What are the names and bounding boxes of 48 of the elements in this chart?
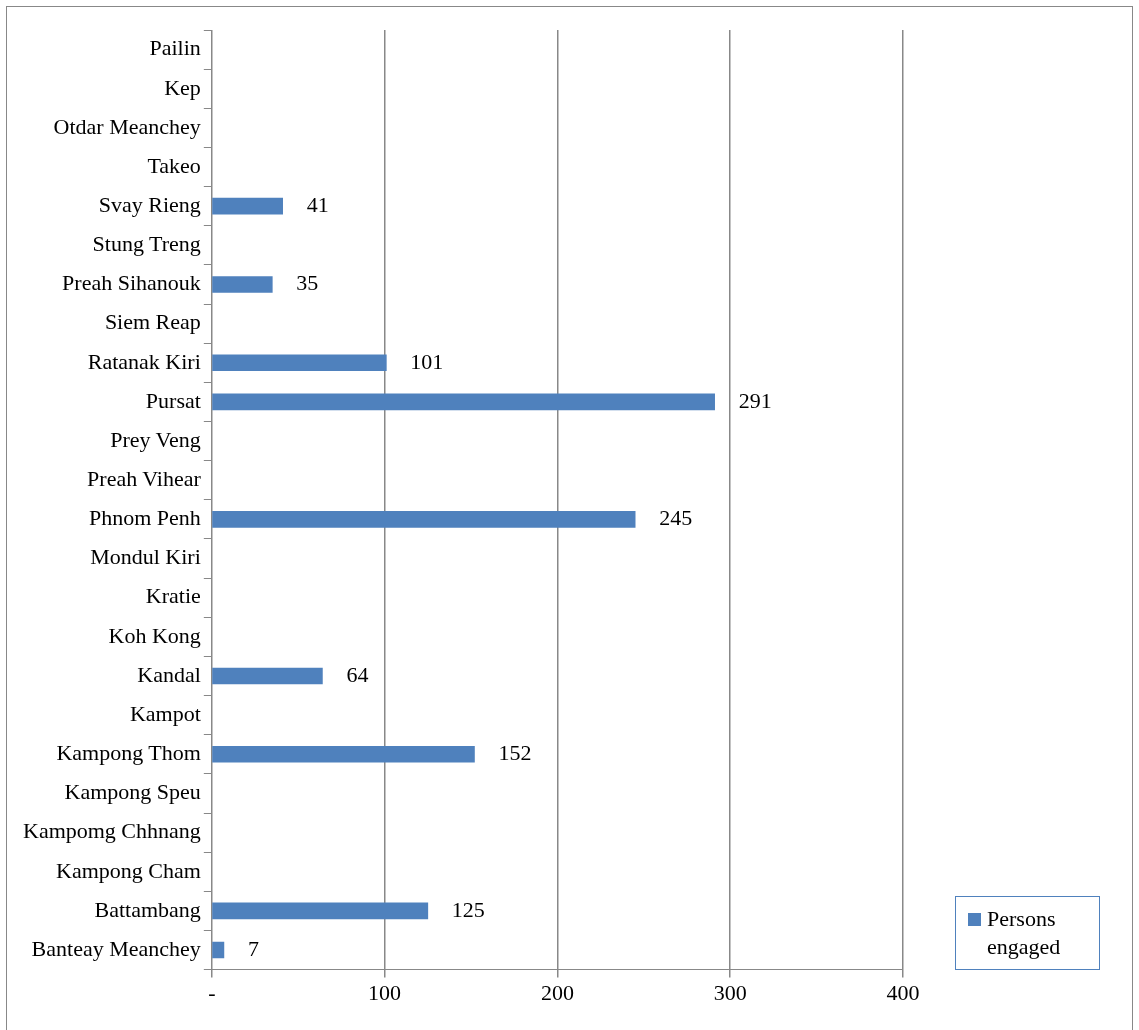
y-tick-label: Svay Rieng: [98, 191, 201, 217]
data-label: 101: [410, 348, 444, 374]
x-tick-label: 300: [713, 979, 747, 1005]
y-tick-label: Phnom Penh: [88, 505, 201, 531]
data-label: 152: [498, 740, 532, 766]
y-tick-label: Kampomg Chhnang: [22, 818, 201, 844]
bar: [212, 511, 636, 528]
y-tick-label: Pursat: [145, 387, 201, 413]
y-tick-label: Ratanak Kiri: [87, 348, 201, 374]
data-label: 64: [346, 661, 369, 687]
y-tick-label: Kampong Speu: [64, 779, 201, 805]
x-tick-label: 100: [368, 979, 402, 1005]
bar: [212, 276, 273, 293]
y-tick-label: Kratie: [145, 583, 201, 609]
y-tick-label: Otdar Meanchey: [53, 113, 201, 139]
data-label: 125: [451, 896, 485, 922]
y-tick-label: Preah Vihear: [87, 466, 202, 492]
x-tick-label: -: [208, 979, 216, 1005]
y-tick-label: Stung Treng: [92, 231, 201, 257]
y-tick-label: Pailin: [149, 35, 201, 61]
y-tick-label: Kampot: [129, 700, 201, 726]
data-label: 35: [296, 270, 319, 296]
x-tick-label: 200: [540, 979, 574, 1005]
y-tick-label: Banteay Meanchey: [31, 935, 201, 961]
y-tick-label: Mondul Kiri: [90, 544, 201, 570]
data-label: 7: [247, 935, 259, 961]
y-tick-label: Takeo: [147, 152, 201, 178]
data-label: 41: [306, 191, 329, 217]
data-label: 291: [738, 387, 772, 413]
y-tick-label: Siem Reap: [104, 309, 201, 335]
bar: [212, 393, 715, 411]
y-tick-label: Prey Veng: [110, 426, 201, 452]
bar: [212, 197, 283, 215]
y-tick-label: Battambang: [94, 896, 201, 922]
y-tick-label: Kep: [164, 74, 201, 100]
y-tick-label: Koh Kong: [108, 622, 201, 648]
y-tick-label: Preah Sihanouk: [62, 270, 201, 296]
y-tick-label: Kampong Thom: [56, 740, 201, 766]
bar: [212, 745, 475, 763]
y-tick-label: Kandal: [137, 661, 201, 687]
bar: [212, 667, 323, 685]
bar: [212, 354, 387, 372]
bar: [212, 902, 429, 920]
data-label: 245: [659, 505, 693, 531]
bar: [212, 941, 225, 959]
x-tick-label: 400: [886, 979, 920, 1005]
y-tick-label: Kampong Cham: [55, 857, 201, 883]
legend-label: Persons engaged: [987, 904, 1062, 961]
